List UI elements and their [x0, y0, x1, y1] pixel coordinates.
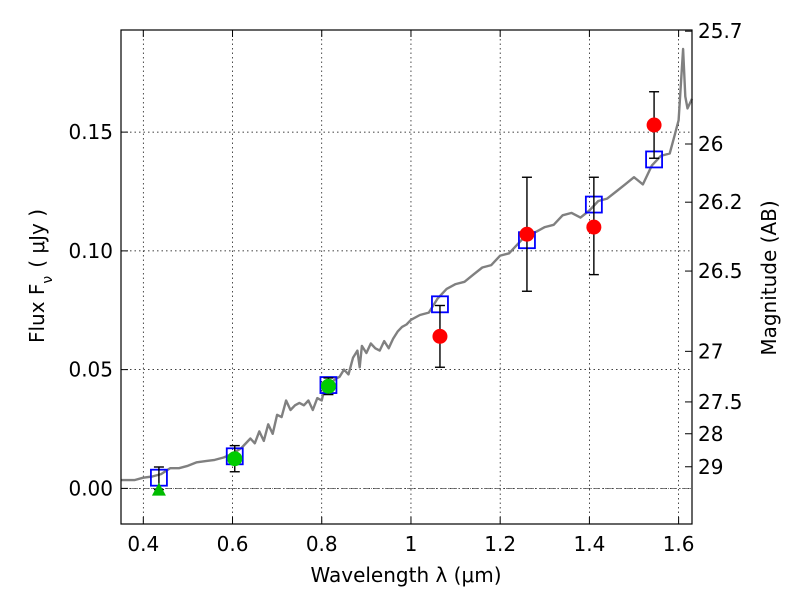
- y2-tick-label: 27: [698, 339, 723, 363]
- observed-point: [227, 451, 243, 467]
- y-axis-label-sub: ν: [40, 276, 56, 284]
- observed-point: [519, 226, 535, 242]
- y-tick-label: 0.10: [68, 239, 113, 263]
- x-tick-label: 1.2: [484, 532, 516, 556]
- y-tick-label: 0.05: [68, 358, 113, 382]
- observed-point: [432, 328, 448, 344]
- y-axis-label-unit: ( μJy ): [25, 209, 49, 268]
- y2-tick-label: 26: [698, 132, 723, 156]
- y2-tick-label: 26.2: [698, 190, 743, 214]
- y2-tick-label: 27.5: [698, 390, 743, 414]
- model-spectrum-line: [121, 47, 694, 482]
- x-tick-label: 0.6: [217, 532, 249, 556]
- y-axis-label-group: Flux Fν ( μJy ): [25, 209, 56, 343]
- x-tick-label: 1: [405, 532, 418, 556]
- y2-tick-label: 26.5: [698, 259, 743, 283]
- y2-tick-label: 28: [698, 422, 723, 446]
- y-tick-label: 0.00: [68, 476, 113, 500]
- plot-frame: [120, 29, 693, 525]
- x-axis-label: Wavelength λ (μm): [310, 563, 501, 587]
- y2-axis-label-group: Magnitude (AB): [757, 200, 781, 355]
- x-tick-label: 0.4: [127, 532, 159, 556]
- y2-tick-label: 29: [698, 455, 723, 479]
- grid: [121, 30, 692, 524]
- x-tick-label: 1.6: [663, 532, 695, 556]
- ticks: 0.4 0.6 0.8 1 1.2 1.4 1.6 0.00 0.05 0.10 0.15 25.7 2…: [68, 19, 742, 556]
- observed-point: [320, 378, 336, 394]
- x-tick-label: 0.8: [306, 532, 338, 556]
- y2-axis-label: Magnitude (AB): [757, 200, 781, 355]
- x-tick-label: 1.4: [573, 532, 605, 556]
- upper-limit-point: [151, 482, 166, 496]
- y-axis-label-main: Flux F: [25, 284, 49, 343]
- y2-tick-label: 25.7: [698, 19, 743, 43]
- data-layer: [121, 47, 694, 496]
- y-axis-label: Flux Fν ( μJy ): [25, 209, 56, 343]
- observed-point: [646, 117, 662, 133]
- y-tick-label: 0.15: [68, 120, 113, 144]
- observed-point: [586, 219, 602, 235]
